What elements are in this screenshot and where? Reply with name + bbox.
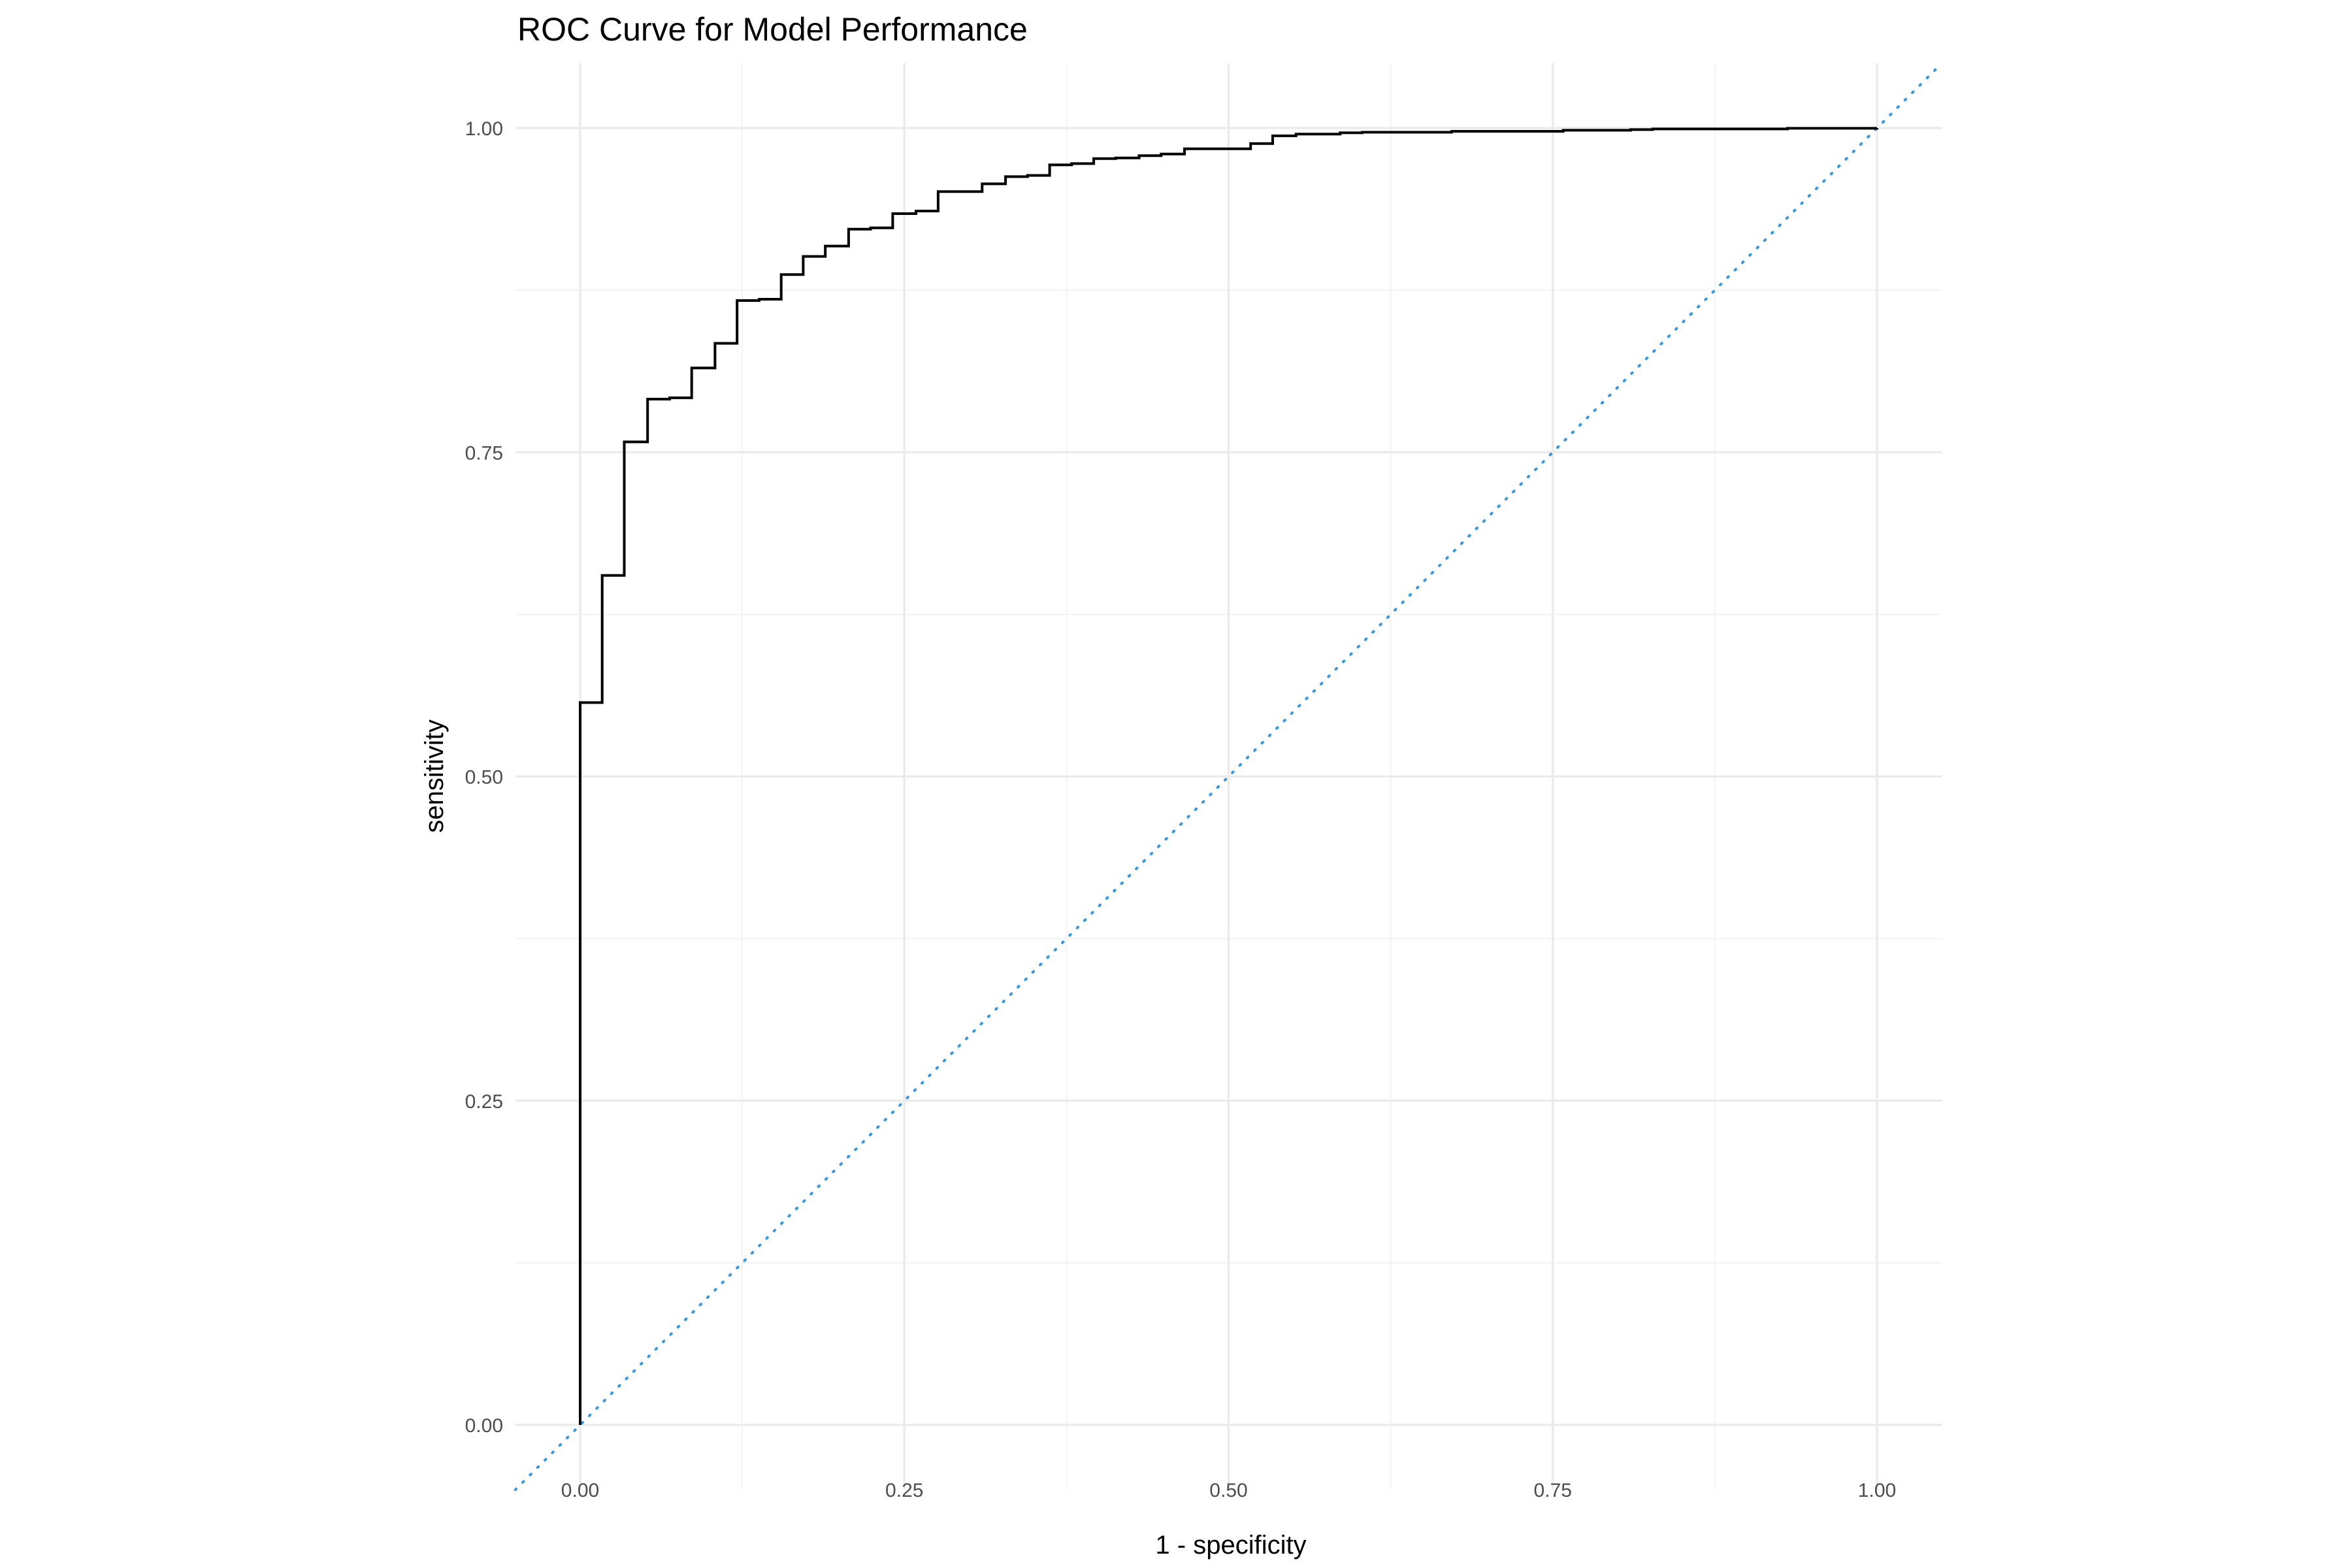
x-tick-label: 0.25 <box>885 1480 923 1501</box>
tick-labels: 0.00 0.25 0.50 0.75 1.00 0.00 0.25 0.50 0.75 1.00 <box>465 118 1897 1501</box>
chart-title: ROC Curve for Model Performance <box>517 11 1028 48</box>
y-tick-label: 1.00 <box>465 118 503 140</box>
roc-curve-line <box>579 127 1878 1425</box>
x-tick-label: 0.00 <box>561 1480 599 1501</box>
x-tick-label: 0.50 <box>1209 1480 1247 1501</box>
grid <box>515 63 1942 1490</box>
y-axis-label: sensitivity <box>420 719 449 832</box>
y-tick-label: 0.75 <box>465 442 503 464</box>
reference-diagonal-line <box>514 61 1944 1492</box>
y-tick-label: 0.00 <box>465 1415 503 1437</box>
x-tick-label: 0.75 <box>1534 1480 1572 1501</box>
x-axis-label: 1 - specificity <box>1155 1531 1306 1560</box>
x-tick-label: 1.00 <box>1858 1480 1896 1501</box>
y-tick-label: 0.25 <box>465 1091 503 1113</box>
plot-area <box>514 61 1944 1492</box>
y-tick-label: 0.50 <box>465 767 503 789</box>
